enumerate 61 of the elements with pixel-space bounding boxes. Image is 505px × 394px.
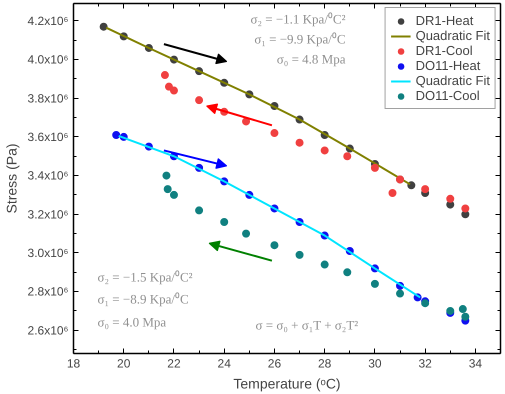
point	[320, 146, 329, 154]
point	[170, 190, 178, 199]
annotation: σ₁ = −8.9 Kpa/⁰C	[98, 292, 189, 306]
legend-label: DR1-Cool	[416, 43, 473, 58]
point	[458, 305, 467, 314]
y-tick-label: 2.8x10⁶	[28, 284, 69, 299]
point	[388, 189, 396, 197]
annotation: σ = σ₀ + σ₁T + σ₂T²	[256, 318, 358, 332]
annotation: σ₀ = 4.8 Mpa	[276, 52, 346, 66]
y-tick-label: 3.0x10⁶	[28, 246, 69, 260]
y-tick-label: 3.2x10⁶	[28, 207, 69, 222]
point	[162, 172, 170, 180]
x-tick-label: 18	[66, 356, 80, 370]
annotation: σ₀ = 4.0 Mpa	[98, 314, 166, 330]
legend-label: DR1-Heat	[416, 13, 474, 28]
x-tick-label: 22	[167, 356, 181, 370]
x-tick-label: 24	[218, 356, 232, 370]
x-tick-label: 28	[318, 356, 332, 370]
point	[170, 86, 178, 95]
point	[164, 185, 172, 194]
point	[270, 241, 278, 250]
point	[296, 138, 304, 147]
point	[320, 260, 329, 269]
point	[242, 230, 250, 238]
annotation: σ₁ = −9.9 Kpa/⁰C	[254, 32, 346, 46]
y-axis-title: Stress (Pa)	[4, 143, 20, 214]
point	[370, 164, 379, 172]
point	[396, 290, 404, 298]
legend-label: Quadratic Fit	[416, 73, 490, 88]
point	[461, 312, 470, 321]
y-tick-label: 4.2x10⁶	[28, 14, 69, 28]
y-tick-label: 4.0x10⁶	[28, 52, 69, 67]
x-tick-label: 20	[117, 356, 131, 370]
point	[343, 152, 352, 160]
point	[195, 206, 204, 214]
point	[100, 22, 108, 31]
point	[461, 204, 470, 212]
y-tick-label: 2.6x10⁶	[28, 323, 69, 338]
x-tick-label: 32	[418, 356, 432, 370]
y-tick-label: 3.8x10⁶	[28, 91, 69, 106]
legend-label: DO11-Heat	[416, 58, 480, 73]
x-tick-label: 34	[468, 356, 482, 370]
x-tick-label: 26	[268, 356, 282, 370]
legend-label: Quadratic Fit	[416, 28, 490, 43]
point	[370, 280, 379, 288]
point	[296, 250, 304, 259]
point	[160, 71, 169, 80]
y-tick-label: 3.6x10⁶	[28, 130, 69, 144]
y-tick-label: 3.4x10⁶	[28, 168, 69, 183]
point	[195, 96, 204, 104]
legend-label: DO11-Cool	[416, 88, 480, 103]
annotation: σ₂ = −1.1 Kpa/⁰C²	[250, 12, 346, 26]
point	[446, 194, 454, 203]
x-axis-title: Temperature (ᵒC)	[233, 376, 341, 392]
point	[421, 185, 430, 194]
point	[112, 131, 120, 139]
point	[220, 218, 228, 226]
x-tick-label: 30	[368, 356, 382, 370]
point	[270, 129, 278, 138]
annotation: σ₂ = −1.5 Kpa/⁰C²	[98, 270, 193, 284]
point	[343, 268, 352, 276]
